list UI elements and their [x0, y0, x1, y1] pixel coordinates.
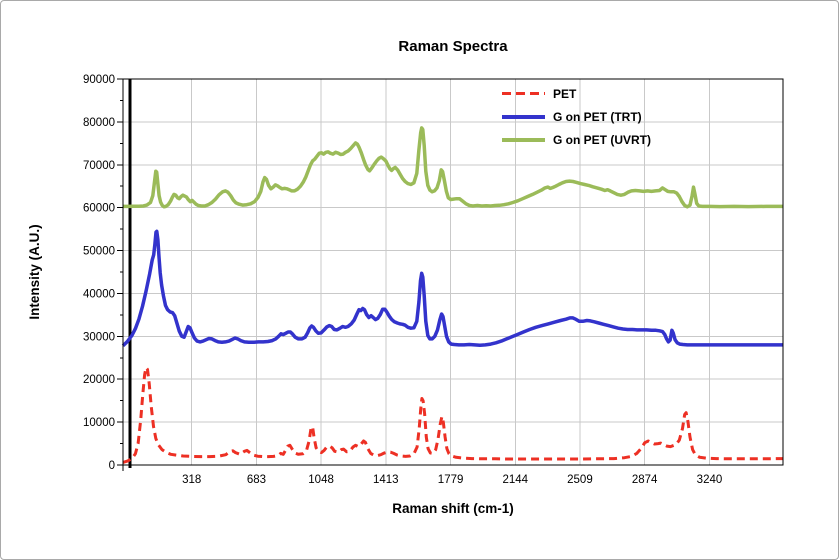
- y-tick-label: 0: [109, 460, 115, 472]
- y-tick-label: 70000: [83, 160, 115, 172]
- legend-item-g-on-pet-uvrt: G on PET (UVRT): [502, 128, 651, 151]
- x-tick-label: 2874: [632, 474, 658, 486]
- legend-label: PET: [553, 86, 577, 101]
- legend-item-g-on-pet-trt: G on PET (TRT): [502, 105, 651, 128]
- x-tick-label: 2144: [502, 474, 528, 486]
- plot-border: [122, 78, 784, 466]
- y-tick-label: 60000: [83, 203, 115, 215]
- x-tick-label: 1048: [308, 474, 334, 486]
- legend-line-sample: [502, 92, 545, 95]
- x-axis-title: Raman shift (cm-1): [392, 501, 514, 516]
- legend-label: G on PET (TRT): [553, 109, 642, 124]
- legend-line-sample: [502, 137, 545, 142]
- y-tick-label: 80000: [83, 117, 115, 129]
- legend: PET G on PET (TRT) G on PET (UVRT): [502, 82, 651, 151]
- chart-title: Raman Spectra: [398, 38, 508, 55]
- series-g-on-pet-uvrt: [123, 126, 783, 209]
- legend-line-sample: [502, 114, 545, 119]
- legend-label: G on PET (UVRT): [553, 132, 651, 147]
- x-tick-label: 3240: [697, 474, 723, 486]
- y-tick-label: 20000: [83, 374, 115, 386]
- series-g-on-pet-trt: [121, 229, 783, 348]
- x-tick-label: 683: [247, 474, 266, 486]
- y-tick-label: 10000: [83, 417, 115, 429]
- y-tick-label: 90000: [83, 74, 115, 86]
- y-tick-label: 40000: [83, 288, 115, 300]
- y-tick-label: 50000: [83, 246, 115, 258]
- y-axis-title: Intensity (A.U.): [27, 224, 42, 320]
- x-tick-label: 318: [182, 474, 201, 486]
- y-tick-label: 30000: [83, 331, 115, 343]
- x-tick-label: 1779: [438, 474, 464, 486]
- legend-item-pet: PET: [502, 82, 651, 105]
- x-tick-label: 2509: [567, 474, 593, 486]
- x-tick-label: 1413: [373, 474, 399, 486]
- series-pet: [122, 366, 784, 464]
